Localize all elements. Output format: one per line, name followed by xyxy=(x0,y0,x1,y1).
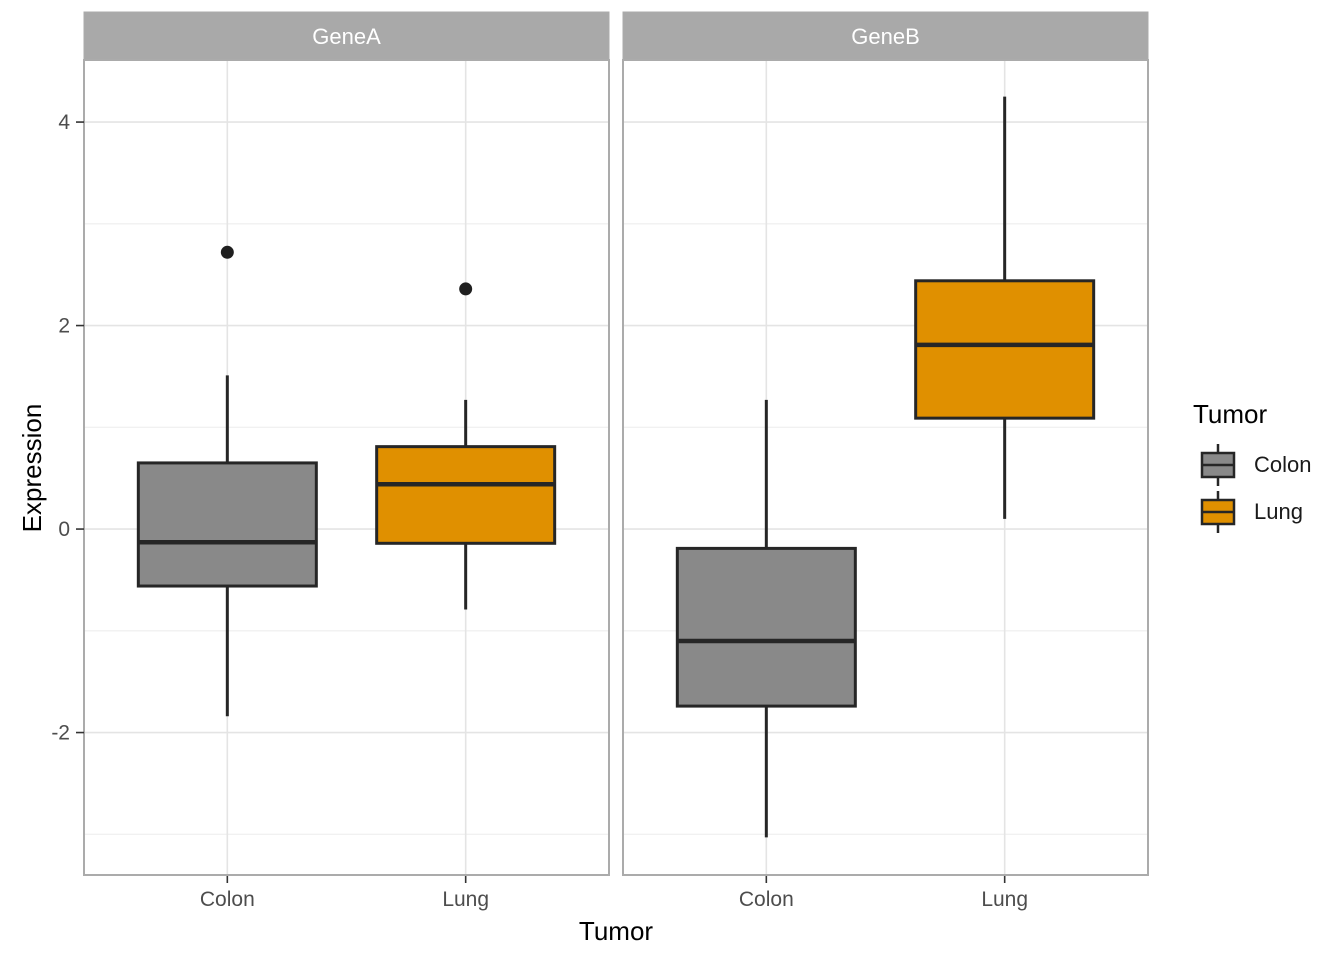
box-genea-lung xyxy=(375,445,557,545)
legend-entry-colon: Colon xyxy=(1180,443,1344,487)
facet-strip-label: GeneA xyxy=(312,24,381,49)
x-tick-label: Colon xyxy=(739,888,794,911)
legend: Tumor Colon Lung xyxy=(1180,399,1344,537)
y-tick-label: 0 xyxy=(58,518,70,541)
legend-entry-lung: Lung xyxy=(1180,490,1344,534)
x-tick-label: Lung xyxy=(442,888,489,911)
facet-strip-genea xyxy=(83,11,610,61)
box-genea-colon xyxy=(136,461,318,588)
y-tick-label: 2 xyxy=(58,315,70,338)
outlier-point-genea-colon xyxy=(220,245,234,259)
panel-background xyxy=(623,60,1148,875)
facet-strip-label: GeneB xyxy=(851,24,920,49)
legend-title: Tumor xyxy=(1193,399,1268,429)
panel-border xyxy=(622,59,1149,876)
y-tick-label: -2 xyxy=(51,722,70,745)
boxplot-key-icon xyxy=(1200,444,1236,486)
box-geneb-lung xyxy=(914,279,1096,420)
x-axis-title: Tumor xyxy=(578,916,654,946)
outlier-point-genea-lung xyxy=(459,282,473,296)
y-tick-label: 4 xyxy=(58,111,70,134)
x-tick-label: Colon xyxy=(200,888,255,911)
panel-border xyxy=(83,59,610,876)
x-tick-label: Lung xyxy=(981,888,1028,911)
boxplot-key-icon xyxy=(1200,491,1236,533)
box-geneb-colon xyxy=(675,546,857,708)
legend-label-colon: Colon xyxy=(1254,452,1312,477)
y-axis-title: Expression xyxy=(17,403,47,533)
legend-label-lung: Lung xyxy=(1254,499,1303,524)
